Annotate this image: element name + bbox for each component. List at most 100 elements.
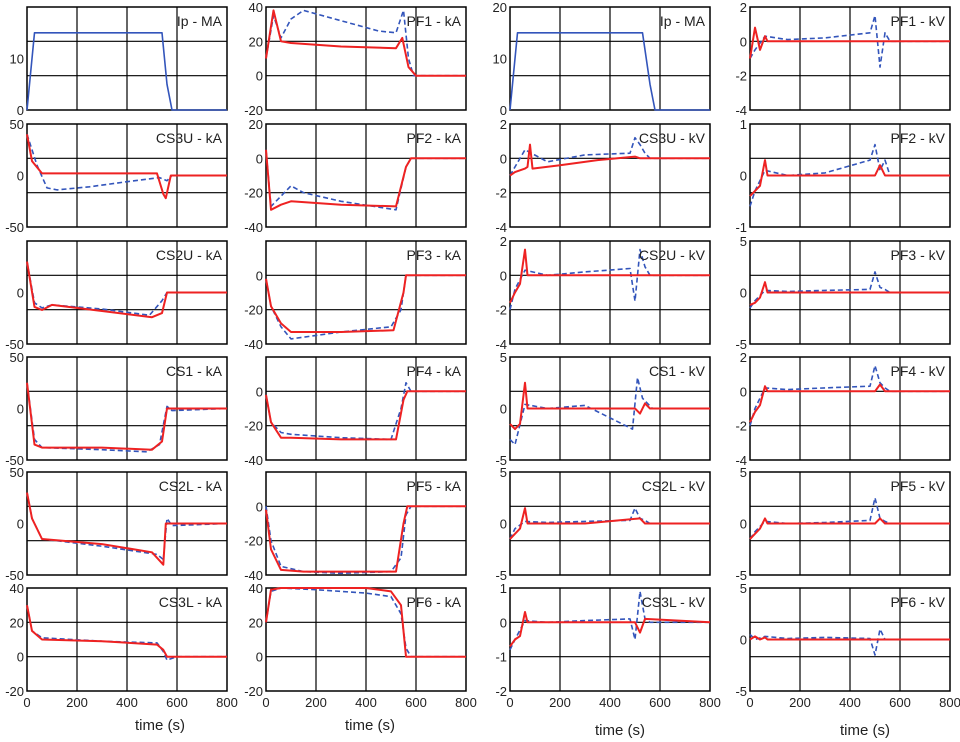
- panel-label: PF5 - kV: [891, 478, 946, 494]
- panel: PF5 - kV -5 0 5: [735, 465, 951, 583]
- panel-label: CS2L - kV: [642, 478, 706, 494]
- x-axis-label: time (s): [840, 722, 890, 739]
- panel-label: PF1 - kA: [407, 13, 462, 29]
- x-tick-label: 800: [939, 695, 960, 710]
- series-line-simulated: [265, 587, 466, 658]
- plot-frame: [265, 356, 467, 461]
- y-tick-label: 0: [17, 650, 24, 665]
- panel-label: CS3U - kV: [639, 130, 706, 146]
- y-tick-label: 0: [256, 384, 263, 399]
- x-tick-label: 0: [506, 695, 513, 710]
- series-line-measured: [509, 31, 710, 111]
- x-tick-label: 800: [455, 695, 477, 710]
- y-tick-label: 50: [10, 465, 24, 480]
- series-line-measured: [26, 134, 227, 191]
- series-line-measured: [265, 381, 466, 441]
- panel-label: CS1 - kA: [166, 363, 223, 379]
- y-tick-label: -20: [244, 419, 263, 434]
- series-line-simulated: [265, 505, 466, 573]
- panel: CS2L - kA -50 0 50: [5, 465, 228, 583]
- panel-label: PF6 - kA: [407, 594, 462, 610]
- y-tick-label: -2: [495, 684, 507, 699]
- panel: Ip - MA 0 10: [10, 6, 228, 118]
- series-line-simulated: [749, 26, 950, 59]
- series-line-simulated: [26, 605, 227, 658]
- series-line-simulated: [265, 149, 466, 211]
- x-tick-label: 200: [66, 695, 88, 710]
- y-tick-label: 0: [500, 517, 507, 532]
- x-tick-label: 400: [116, 695, 138, 710]
- y-tick-label: -40: [244, 568, 263, 583]
- y-tick-label: 0: [500, 615, 507, 630]
- panel-label: PF2 - kA: [407, 130, 462, 146]
- x-tick-label: 200: [549, 695, 571, 710]
- y-tick-label: -50: [5, 337, 24, 352]
- y-tick-label: 0: [17, 517, 24, 532]
- panel: CS3U - kA -50 0 50: [5, 117, 228, 235]
- y-tick-label: -20: [244, 684, 263, 699]
- y-tick-label: 5: [500, 465, 507, 480]
- y-tick-label: -20: [244, 303, 263, 318]
- series-line-simulated: [749, 159, 950, 197]
- y-tick-label: 0: [740, 34, 747, 49]
- panel: Ip - MA 0 10 20: [493, 0, 711, 118]
- y-tick-label: 5: [740, 465, 747, 480]
- series-line-simulated: [749, 383, 950, 423]
- y-tick-label: -4: [735, 453, 747, 468]
- series-line-simulated: [509, 381, 710, 431]
- y-tick-label: -1: [735, 220, 747, 235]
- y-tick-label: 10: [10, 52, 24, 67]
- series-line-simulated: [265, 390, 466, 441]
- plot-frame: [265, 471, 467, 576]
- series-line-simulated: [509, 143, 710, 177]
- y-tick-label: 20: [249, 615, 263, 630]
- y-tick-label: -50: [5, 220, 24, 235]
- x-axis-label: time (s): [345, 717, 395, 734]
- series-line-simulated: [749, 635, 950, 641]
- y-tick-label: -2: [735, 69, 747, 84]
- panel-label: PF6 - kV: [891, 594, 946, 610]
- y-tick-label: -2: [495, 303, 507, 318]
- panel-label: Ip - MA: [177, 13, 223, 29]
- y-tick-label: 0: [256, 650, 263, 665]
- x-tick-label: 200: [305, 695, 327, 710]
- panel: PF4 - kA -40 -20 0: [244, 356, 467, 468]
- y-tick-label: 0: [256, 151, 263, 166]
- y-tick-label: 0: [17, 169, 24, 184]
- panel: PF2 - kV -1 0 1: [735, 117, 951, 235]
- series-line-simulated: [749, 517, 950, 540]
- y-tick-label: -20: [244, 534, 263, 549]
- panel-label: CS2L - kA: [159, 478, 223, 494]
- series-line-measured: [26, 605, 227, 661]
- series-line-simulated: [26, 134, 227, 200]
- y-tick-label: -50: [5, 568, 24, 583]
- panel-label: PF4 - kA: [407, 363, 462, 379]
- plot-frame: [265, 123, 467, 228]
- y-tick-label: 0: [740, 384, 747, 399]
- y-tick-label: 5: [740, 234, 747, 249]
- series-line-simulated: [265, 9, 466, 77]
- y-tick-label: 50: [10, 350, 24, 365]
- y-tick-label: 1: [740, 117, 747, 132]
- x-tick-label: 600: [649, 695, 671, 710]
- panel: PF4 - kV -4 -2 0 2: [735, 350, 951, 468]
- plot-frame: [509, 6, 711, 111]
- x-tick-label: 0: [23, 695, 30, 710]
- plot-frame: [26, 587, 228, 692]
- panel-label: CS1 - kV: [649, 363, 706, 379]
- y-tick-label: 2: [500, 234, 507, 249]
- panel-label: PF1 - kV: [891, 13, 946, 29]
- series-line-measured: [26, 382, 228, 453]
- x-tick-label: 600: [889, 695, 911, 710]
- panel-label: CS3L - kV: [642, 594, 706, 610]
- x-tick-label: 0: [262, 695, 269, 710]
- y-tick-label: 40: [10, 581, 24, 596]
- y-tick-label: 40: [249, 0, 263, 15]
- y-tick-label: -20: [244, 103, 263, 118]
- y-tick-label: 0: [740, 633, 747, 648]
- series-line-simulated: [26, 382, 227, 451]
